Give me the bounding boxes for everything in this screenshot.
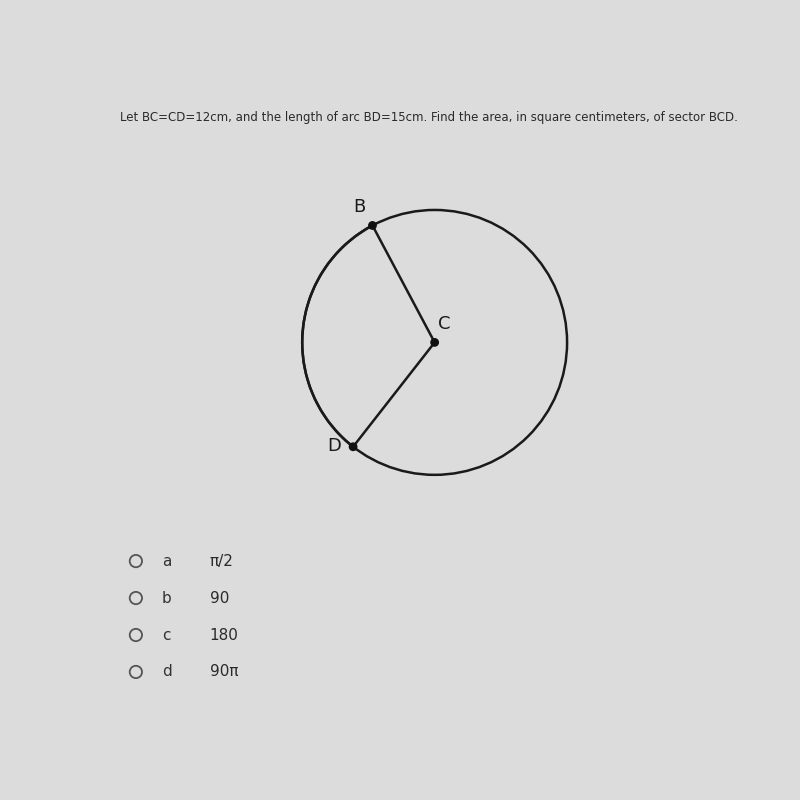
Circle shape [350,443,357,450]
Text: 180: 180 [210,627,238,642]
Circle shape [369,222,376,229]
Text: d: d [162,665,171,679]
Text: Let BC=CD=12cm, and the length of arc BD=15cm. Find the area, in square centimet: Let BC=CD=12cm, and the length of arc BD… [121,111,738,124]
Text: B: B [353,198,365,216]
Text: D: D [327,437,341,454]
Text: π/2: π/2 [210,554,234,569]
Circle shape [431,338,438,346]
Text: a: a [162,554,171,569]
Text: 90π: 90π [210,665,238,679]
Text: C: C [438,314,450,333]
Text: b: b [162,590,171,606]
Text: 90: 90 [210,590,229,606]
Text: c: c [162,627,171,642]
